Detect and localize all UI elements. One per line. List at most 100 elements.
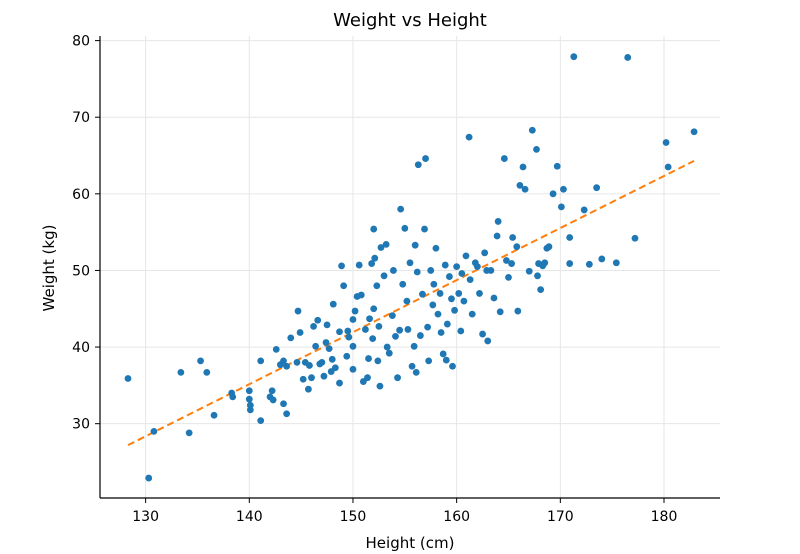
data-point	[322, 339, 330, 346]
data-point	[272, 345, 280, 353]
data-point	[369, 335, 377, 343]
data-point	[468, 310, 476, 318]
data-point	[340, 282, 348, 290]
data-point	[355, 261, 363, 269]
data-point	[662, 139, 670, 146]
data-point	[412, 368, 420, 376]
data-point	[269, 396, 277, 404]
data-point	[351, 307, 359, 315]
data-point	[483, 267, 491, 274]
y-tick-label: 50	[72, 263, 90, 279]
data-point	[443, 320, 451, 328]
data-point	[545, 243, 553, 251]
x-tick-label: 170	[547, 509, 574, 525]
data-point	[537, 286, 545, 294]
data-point	[434, 310, 442, 318]
data-point	[280, 400, 287, 408]
data-point	[553, 162, 561, 170]
data-point	[329, 300, 337, 308]
data-point	[490, 294, 498, 302]
data-point	[246, 406, 254, 414]
data-point	[293, 358, 301, 366]
data-point	[624, 54, 632, 61]
data-point	[513, 243, 521, 251]
data-point	[318, 358, 326, 366]
data-point	[374, 357, 382, 365]
y-tick-label: 40	[72, 340, 90, 356]
data-point	[404, 326, 412, 333]
data-point	[403, 297, 411, 305]
data-point	[479, 330, 486, 338]
data-point	[287, 334, 295, 342]
data-point	[664, 163, 672, 171]
data-point	[345, 333, 353, 341]
data-point	[388, 312, 396, 320]
data-point	[357, 291, 365, 299]
data-point	[448, 295, 455, 303]
data-point	[312, 342, 320, 350]
x-tick-label: 160	[443, 509, 470, 525]
data-point	[437, 329, 445, 336]
x-ticks: 130 140 150 160 170 180	[132, 498, 677, 525]
data-point	[414, 161, 422, 169]
data-point	[453, 263, 461, 271]
data-point	[396, 326, 404, 334]
data-point	[432, 244, 440, 252]
data-point	[296, 329, 304, 336]
chart-title: Weight vs Height	[333, 10, 487, 31]
data-point	[177, 368, 185, 376]
data-point	[349, 342, 357, 350]
data-point	[385, 349, 393, 357]
data-point	[484, 337, 492, 345]
data-point	[505, 273, 512, 281]
data-point	[375, 322, 383, 330]
data-point	[494, 218, 502, 225]
data-point	[283, 410, 291, 418]
points-group	[124, 53, 698, 482]
data-point	[422, 155, 429, 162]
data-point	[365, 355, 372, 362]
data-point	[631, 234, 639, 242]
data-point	[349, 365, 357, 373]
data-point	[430, 280, 438, 288]
data-point	[124, 375, 132, 382]
data-point	[203, 368, 211, 376]
data-point	[476, 290, 483, 297]
data-point	[413, 268, 421, 276]
data-point	[349, 316, 357, 323]
data-point	[458, 270, 466, 277]
data-point	[516, 182, 524, 189]
data-point	[344, 327, 352, 335]
data-point	[376, 382, 384, 390]
data-point	[310, 322, 317, 330]
y-tick-label: 60	[72, 187, 90, 203]
data-point	[690, 128, 698, 136]
data-point	[145, 474, 153, 482]
data-point	[585, 260, 593, 268]
x-tick-label: 140	[236, 509, 263, 525]
data-point	[534, 272, 541, 280]
data-point	[521, 185, 529, 193]
data-point	[401, 224, 409, 232]
data-point	[514, 307, 522, 315]
data-point	[427, 267, 435, 274]
x-tick-label: 150	[340, 509, 367, 525]
data-point	[229, 393, 237, 401]
data-point	[294, 307, 302, 315]
data-point	[455, 290, 463, 297]
trend-line	[127, 159, 695, 447]
data-point	[268, 387, 276, 395]
data-point	[442, 356, 450, 364]
data-point	[394, 374, 401, 382]
y-tick-label: 30	[72, 417, 90, 433]
data-point	[390, 267, 397, 274]
data-point	[429, 301, 437, 309]
data-point	[451, 306, 458, 314]
data-point	[366, 315, 373, 323]
x-tick-label: 180	[651, 509, 678, 525]
data-point	[457, 327, 465, 335]
data-point	[481, 249, 489, 257]
data-point	[283, 362, 291, 370]
data-point	[557, 203, 565, 211]
